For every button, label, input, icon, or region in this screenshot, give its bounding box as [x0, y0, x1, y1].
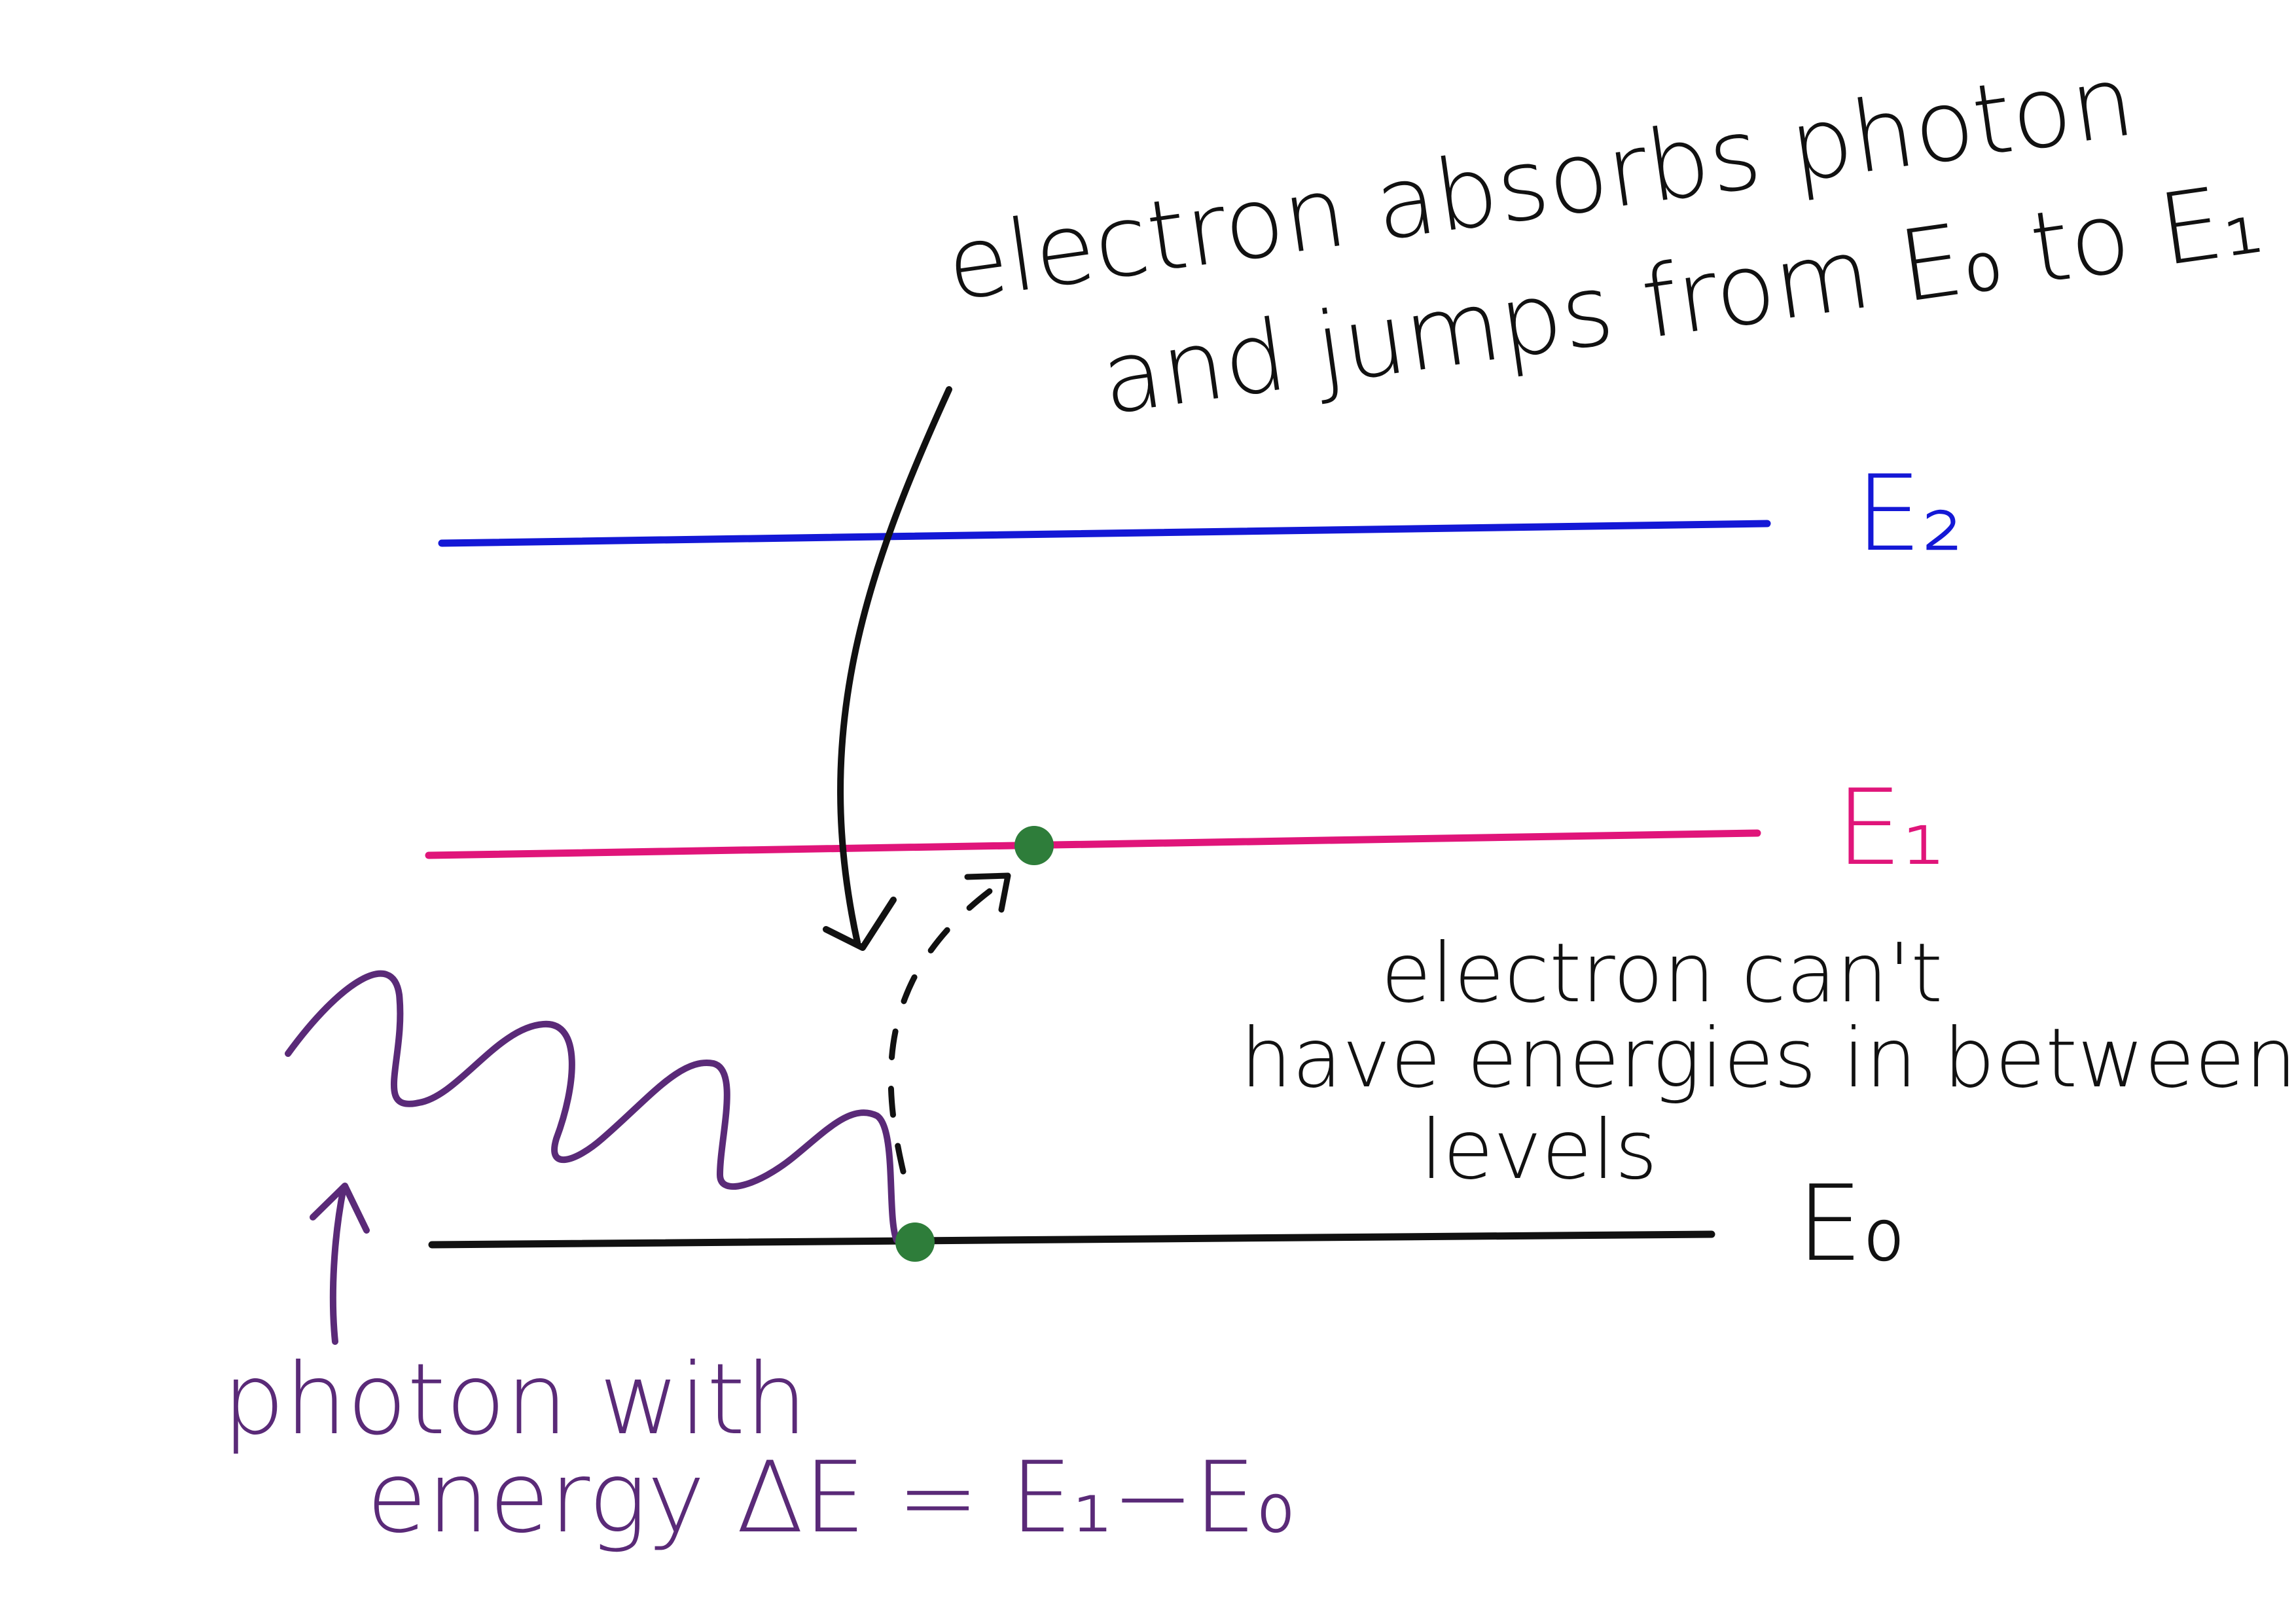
- photon-pointer-arrowhead: [310, 1183, 370, 1234]
- absorb-annotation: electron absorbs photon and jumps from E…: [940, 44, 2269, 437]
- electron-e0: [895, 1222, 935, 1262]
- photon-wave: [285, 970, 900, 1243]
- level-e1-line: [425, 829, 1761, 859]
- between-line-2: have energies in between: [1240, 1011, 2296, 1106]
- level-e2-label: E₂: [1856, 452, 1964, 575]
- annotation-arrow: [837, 386, 952, 946]
- level-e0-label: E₀: [1797, 1162, 1905, 1285]
- between-line-1: electron can't: [1381, 926, 1943, 1021]
- annotation-arrowhead: [823, 897, 897, 951]
- level-e2-line: [438, 520, 1771, 547]
- electron-jump-arrowhead: [964, 872, 1011, 913]
- photon-pointer-arrow: [329, 1185, 347, 1345]
- level-e1-label: E₁: [1836, 766, 1944, 889]
- photon-line-2: energy ΔE = E₁−E₀: [367, 1441, 1295, 1555]
- electron-jump-path: [888, 877, 1008, 1175]
- level-e0-line: [428, 1230, 1715, 1249]
- photon-line-1: photon with: [223, 1343, 808, 1457]
- between-line-3: levels: [1420, 1103, 1657, 1198]
- electron-e1: [1014, 826, 1054, 865]
